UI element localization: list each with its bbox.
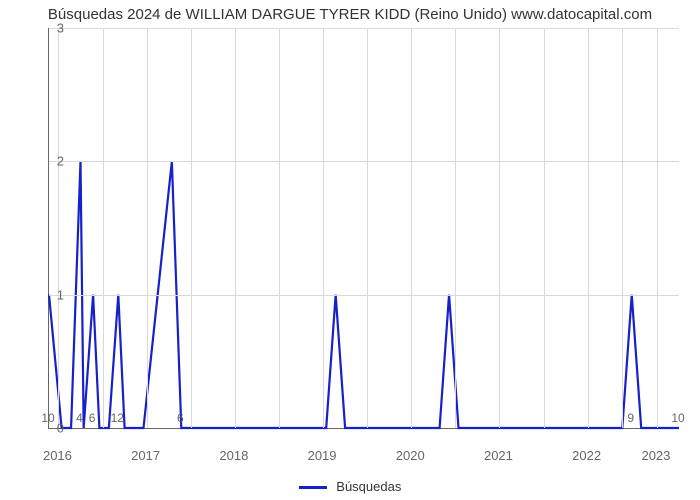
y-tick-label: 1 (44, 287, 64, 302)
chart-title: Búsquedas 2024 de WILLIAM DARGUE TYRER K… (0, 6, 700, 23)
x-tick-label: 2021 (484, 448, 513, 463)
gridline-h (49, 161, 679, 162)
x-tick-label: 2018 (219, 448, 248, 463)
gridline-v (588, 28, 589, 428)
point-label: 4 (76, 411, 83, 425)
gridline-h (49, 295, 679, 296)
legend-swatch (299, 486, 327, 489)
legend-label: Búsquedas (336, 479, 401, 494)
point-label: 12 (111, 411, 124, 425)
gridline-v-minor (367, 28, 368, 428)
line-series (49, 28, 679, 428)
gridline-h (49, 28, 679, 29)
gridline-v (58, 28, 59, 428)
point-label: 6 (89, 411, 96, 425)
point-label: 10 (671, 411, 684, 425)
gridline-v (235, 28, 236, 428)
gridline-v-minor (191, 28, 192, 428)
point-label: 9 (627, 411, 634, 425)
x-tick-label: 2023 (641, 448, 670, 463)
y-tick-label: 2 (44, 154, 64, 169)
gridline-v (657, 28, 658, 428)
gridline-v (411, 28, 412, 428)
x-tick-label: 2016 (43, 448, 72, 463)
gridline-v (323, 28, 324, 428)
point-label: 6 (177, 411, 184, 425)
gridline-v (499, 28, 500, 428)
x-tick-label: 2017 (131, 448, 160, 463)
y-tick-label: 3 (44, 21, 64, 36)
gridline-v-minor (279, 28, 280, 428)
plot-area (48, 28, 679, 429)
gridline-v-minor (544, 28, 545, 428)
point-label: 10 (41, 411, 54, 425)
x-tick-label: 2022 (572, 448, 601, 463)
gridline-v (147, 28, 148, 428)
chart-container: Búsquedas 2024 de WILLIAM DARGUE TYRER K… (0, 0, 700, 500)
x-tick-label: 2020 (396, 448, 425, 463)
gridline-v-minor (455, 28, 456, 428)
x-tick-label: 2019 (308, 448, 337, 463)
gridline-v-minor (103, 28, 104, 428)
legend: Búsquedas (0, 479, 700, 494)
gridline-v-minor (622, 28, 623, 428)
